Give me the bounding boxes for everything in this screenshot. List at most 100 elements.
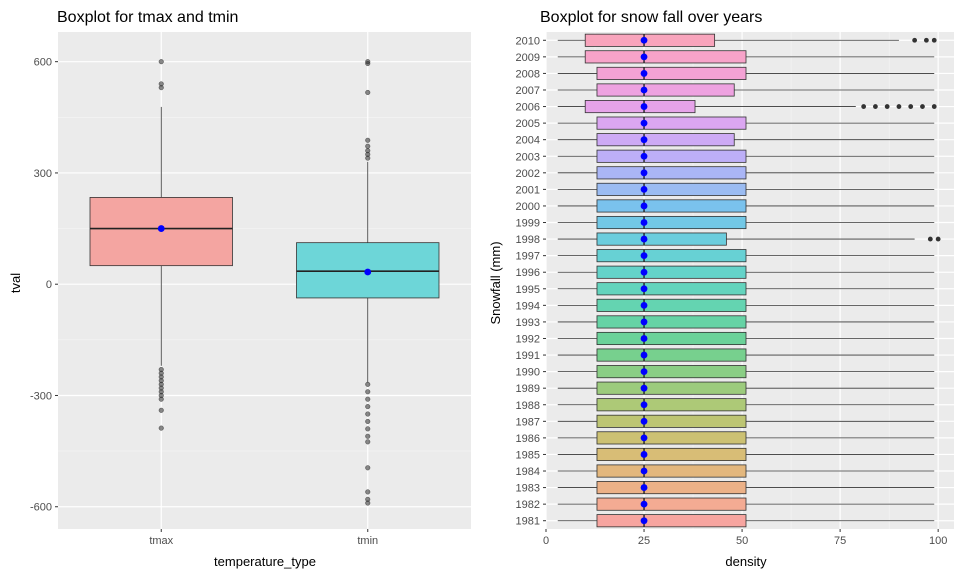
outlier-point — [365, 89, 371, 95]
y-tick-label: 2008 — [516, 68, 540, 80]
mean-point — [640, 152, 648, 160]
outlier-point — [365, 500, 371, 506]
y-tick-label: 1985 — [516, 449, 540, 461]
y-tick-label: 1998 — [516, 234, 540, 246]
y-tick-label: 1993 — [516, 317, 540, 329]
outlier-point — [158, 407, 164, 413]
box-body — [596, 232, 727, 246]
mean-point — [640, 285, 648, 293]
mean-point — [640, 36, 648, 44]
right-y-axis-label: Snowfall (mm) — [488, 241, 503, 324]
mean-point — [640, 401, 648, 409]
box-tmax — [89, 59, 233, 431]
y-tick-label: 1983 — [516, 483, 540, 495]
left-y-axis-label: tval — [8, 273, 23, 293]
outlier-point — [920, 104, 925, 109]
box-1996 — [557, 265, 935, 279]
mean-point — [640, 500, 648, 508]
mean-point — [640, 434, 648, 442]
y-tick-label: 1981 — [516, 516, 540, 528]
x-tick-label: 25 — [638, 535, 650, 547]
box-body — [584, 100, 696, 114]
y-tick-label: 1999 — [516, 218, 540, 230]
x-tick-label: tmax — [149, 535, 173, 547]
box-body — [596, 365, 747, 379]
mean-point — [157, 225, 165, 232]
y-tick-label: 600 — [34, 57, 52, 69]
outlier-point — [912, 37, 918, 43]
outlier-point — [158, 59, 164, 65]
mean-point — [640, 103, 648, 110]
y-tick-label: 1987 — [516, 416, 540, 428]
x-tick-label: 75 — [834, 535, 846, 547]
y-tick-label: 2002 — [516, 168, 540, 180]
outlier-point — [158, 85, 164, 91]
y-tick-label: 0 — [46, 279, 52, 291]
box-1986 — [557, 431, 935, 445]
box-body — [596, 348, 747, 362]
y-tick-label: 2004 — [516, 135, 540, 147]
left-chart-title: Boxplot for tmax and tmin — [57, 9, 238, 26]
box-2010 — [557, 33, 937, 47]
box-body — [596, 149, 747, 163]
outlier-point — [365, 143, 371, 149]
box-1999 — [557, 215, 935, 230]
box-tmin — [296, 59, 440, 506]
box-2005 — [557, 116, 935, 130]
right-y-axis: 1981 1982 1983 1984 1985 1986 1987 1988 1989 1990… — [516, 35, 546, 528]
box-body — [596, 199, 747, 213]
y-tick-label: -600 — [30, 502, 52, 514]
y-tick-label: 1997 — [516, 251, 540, 263]
outlier-point — [365, 411, 371, 417]
mean-point — [640, 517, 648, 525]
mean-point — [640, 252, 648, 260]
box-1982 — [557, 497, 935, 511]
box-body — [584, 33, 716, 47]
right-chart-title: Boxplot for snow fall over years — [540, 9, 762, 26]
mean-point — [640, 335, 648, 342]
y-tick-label: 300 — [34, 168, 52, 180]
box-1992 — [557, 331, 935, 346]
box-body — [596, 464, 747, 478]
outlier-point — [365, 389, 371, 395]
box-2000 — [557, 199, 935, 213]
outlier-point — [365, 155, 371, 161]
right-plot-background — [546, 32, 954, 529]
y-tick-label: 2010 — [516, 35, 540, 47]
box-2008 — [557, 66, 935, 80]
right-marks — [557, 33, 941, 528]
y-tick-label: 1992 — [516, 333, 540, 345]
mean-point — [640, 202, 648, 210]
mean-point — [640, 268, 648, 276]
box-body — [596, 331, 747, 346]
y-tick-label: 1986 — [516, 433, 540, 445]
mean-point — [640, 384, 648, 392]
box-2009 — [557, 50, 935, 64]
y-tick-label: 1990 — [516, 367, 540, 379]
y-tick-label: 2000 — [516, 201, 540, 213]
mean-point — [640, 451, 648, 458]
outlier-point — [884, 104, 890, 109]
box-1981 — [557, 514, 935, 528]
box-2006 — [557, 100, 937, 114]
box-body — [596, 398, 747, 412]
outlier-point — [923, 37, 929, 43]
x-tick-label: 100 — [929, 535, 947, 547]
outlier-point — [931, 104, 937, 109]
outlier-point — [158, 396, 164, 402]
mean-point — [640, 219, 648, 226]
right-x-axis: 0 25 50 75 100 — [543, 529, 947, 547]
outlier-point — [365, 439, 371, 445]
y-tick-label: -300 — [30, 390, 52, 402]
box-1991 — [557, 348, 935, 362]
box-body — [596, 315, 747, 329]
right-x-axis-label: density — [725, 554, 767, 569]
box-body — [596, 182, 747, 196]
box-body — [596, 431, 747, 445]
y-tick-label: 2003 — [516, 151, 540, 163]
y-tick-label: 2001 — [516, 184, 540, 196]
outlier-point — [365, 396, 371, 402]
box-body — [596, 215, 747, 230]
mean-point — [640, 368, 648, 376]
y-tick-label: 1989 — [516, 383, 540, 395]
